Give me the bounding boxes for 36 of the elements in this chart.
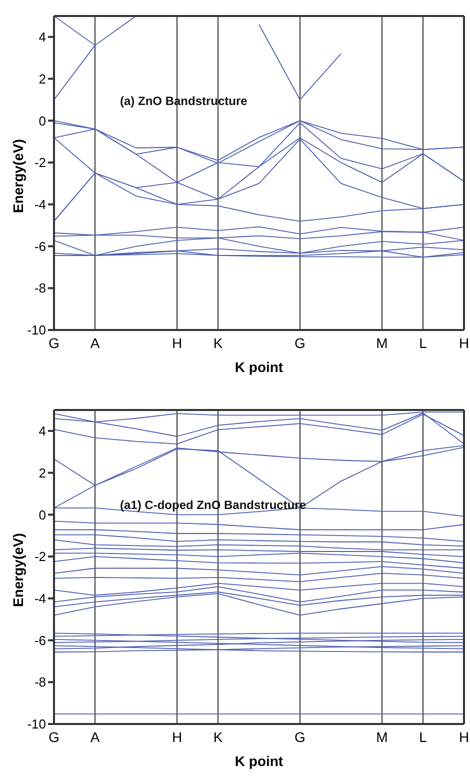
y-tick-label: 0 [38,507,46,522]
y-axis-title: Energy(eV) [10,139,26,213]
x-axis-title: K point [234,753,284,769]
x-tick-label: G [294,728,306,745]
x-tick-label: L [419,334,428,351]
y-tick-label: -6 [34,238,46,254]
y-tick-label: 4 [38,30,46,45]
x-tick-label: H [172,334,182,351]
x-tick-label: G [294,334,306,351]
x-tick-label: H [172,728,182,745]
x-tick-label: M [376,728,388,745]
x-axis-title: K point [234,359,284,375]
x-tick-label: H [458,728,470,745]
x-tick-label: M [376,334,388,351]
y-tick-label: -4 [34,591,46,606]
y-axis-title: Energy(eV) [10,533,26,607]
x-tick-label: K [213,334,224,351]
x-tick-label: K [213,728,224,745]
x-tick-label: A [90,334,100,351]
x-tick-label: G [48,334,60,351]
y-tick-label: 0 [38,113,46,128]
x-tick-label: A [90,728,100,745]
x-tick-label: L [419,728,428,745]
y-tick-label: -10 [27,716,46,732]
y-tick-label: -10 [27,322,46,338]
y-tick-label: -8 [34,280,46,296]
y-tick-label: -2 [34,549,46,564]
y-tick-label: -2 [34,155,46,170]
y-tick-label: -4 [34,197,46,212]
x-tick-label: G [48,728,60,745]
y-tick-label: -8 [34,674,46,690]
y-tick-label: 2 [38,465,46,480]
y-tick-label: 2 [38,71,46,86]
y-tick-label: 4 [38,424,46,439]
y-tick-label: -6 [34,632,46,648]
x-tick-label: H [458,334,470,351]
